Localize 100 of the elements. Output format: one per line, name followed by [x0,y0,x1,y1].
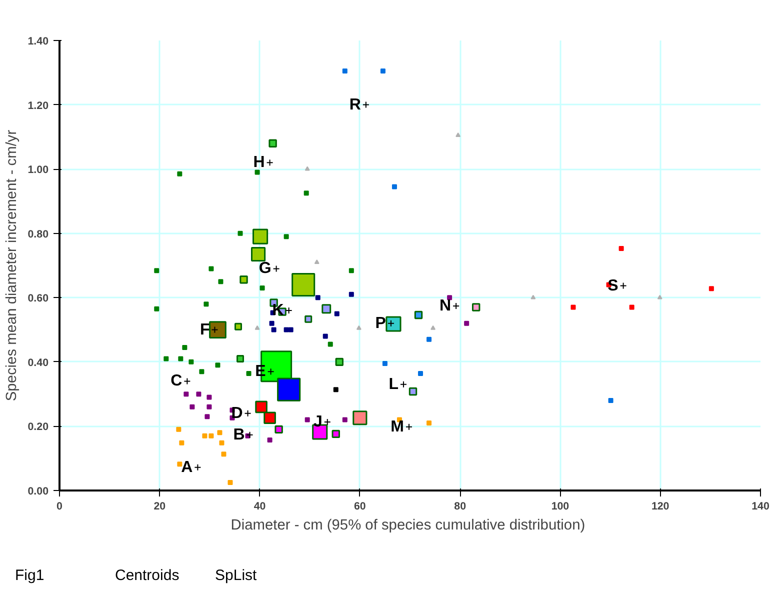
point [177,171,182,176]
point [228,480,233,485]
point [464,320,470,326]
point [221,452,226,457]
y-tick-label: 0.20 [28,421,49,434]
point [304,417,310,422]
point [380,68,386,74]
point [430,325,436,330]
point [184,378,191,385]
point [246,371,252,376]
point [406,423,412,430]
y-tick-label: 0.60 [28,292,49,305]
y-tick-label: 0.40 [28,356,49,369]
caption: Fig1 [15,566,44,586]
point [182,344,188,350]
point [284,327,289,332]
point [176,426,182,432]
point [314,259,320,264]
point [418,371,424,376]
point [178,356,184,362]
point [254,170,260,175]
point [219,440,224,446]
point [266,159,274,166]
point [328,342,333,347]
point [154,306,160,312]
point [218,279,224,284]
y-tick-label: 1.20 [28,100,49,112]
point [322,334,328,339]
point [530,294,536,300]
point [708,286,714,292]
point [154,268,160,274]
x-tick-label: 100 [551,500,570,512]
annotation: S [608,277,619,294]
x-axis-title: Diameter - cm (95% of species cumulative distribution) [230,518,586,534]
point [356,325,362,330]
point [629,304,634,310]
y-tick-label: 0.00 [28,486,49,498]
point [272,265,280,272]
point [260,286,265,290]
point [333,387,338,392]
point [608,398,614,403]
annotation: M [390,418,404,436]
point [657,294,662,300]
annotation: A [181,458,194,476]
annotation: D [231,404,243,422]
point [382,361,388,366]
annotation: R [349,96,362,114]
point [342,417,348,422]
point [400,380,407,388]
point [204,302,209,307]
x-tick-label: 80 [454,500,466,512]
annotation: N [440,298,452,314]
x-tick-label: 120 [651,500,670,512]
annotation: H [253,154,265,172]
point [456,132,461,137]
point [618,246,624,251]
point [217,430,222,436]
x-tick-label: 20 [154,500,166,512]
point [285,307,292,314]
point [348,268,354,274]
point [426,420,432,426]
point [188,359,194,364]
y-tick-label: 1.40 [28,36,49,48]
point [190,404,195,410]
point [348,292,354,297]
x-tick-label: 60 [354,500,366,512]
point [452,302,460,310]
text: SpList [215,566,257,586]
point [392,184,397,190]
point [426,336,432,342]
text: Centroids [115,566,180,586]
point [238,230,243,236]
point [267,438,272,443]
point [254,325,260,330]
point [271,327,276,332]
annotation: G [258,260,272,278]
annotation: L [388,376,399,393]
y-tick-label: 1.00 [28,164,49,176]
point [202,433,208,438]
point [304,190,309,196]
x-tick-label: 0 [56,500,63,512]
annotation: C [170,372,183,390]
point [184,392,189,397]
x-tick-label: 140 [752,500,770,512]
annotation: B [233,426,245,444]
point [199,369,204,374]
annotation: E [255,363,266,380]
point [208,266,214,272]
point [194,464,202,471]
point [288,327,294,332]
point [342,68,348,74]
point [215,362,220,368]
point [244,410,252,417]
point [304,166,310,171]
point [204,414,210,420]
point [620,282,627,290]
point [570,304,576,310]
point [447,295,452,300]
annotation: P [375,314,386,332]
point [246,431,254,438]
